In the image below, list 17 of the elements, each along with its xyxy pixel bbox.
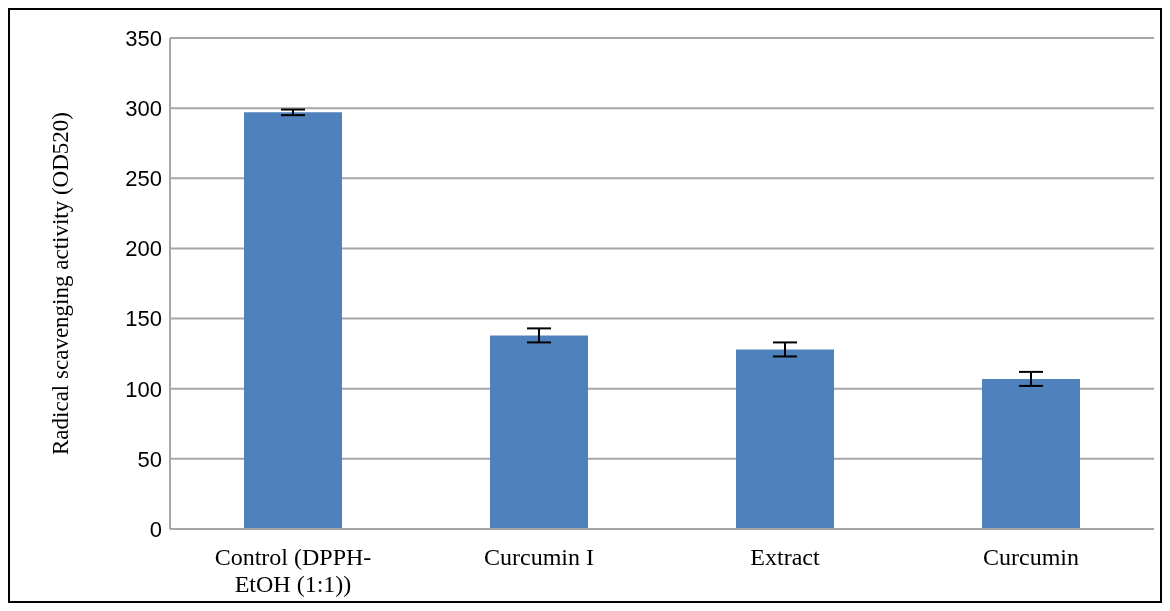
y-tick-label: 200 [125, 236, 162, 262]
y-tick-label: 150 [125, 306, 162, 332]
y-tick-label: 250 [125, 166, 162, 192]
bar [490, 335, 588, 529]
y-tick-label: 50 [137, 446, 162, 472]
x-tick-label: Extract [750, 544, 820, 570]
y-tick-label: 350 [125, 25, 162, 51]
bar [244, 112, 342, 529]
bar [736, 349, 834, 529]
y-tick-label: 0 [149, 516, 162, 542]
x-tick-label: Curcumin I [484, 544, 594, 570]
x-tick-label: Curcumin [983, 544, 1079, 570]
y-axis-title: Radical scavenging activity (OD520) [48, 112, 74, 455]
y-tick-label: 100 [125, 376, 162, 402]
y-tick-label: 300 [125, 95, 162, 121]
x-tick-label: Control (DPPH-EtOH (1:1)) [214, 544, 372, 597]
bar [982, 378, 1080, 529]
